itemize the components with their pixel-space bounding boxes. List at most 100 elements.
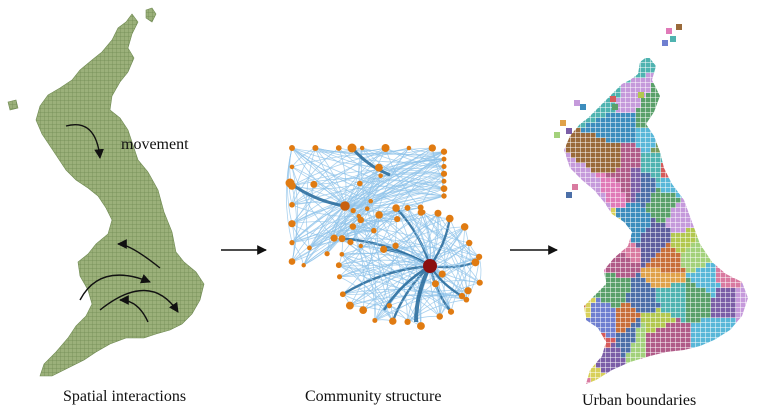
urban-cell (616, 253, 621, 258)
urban-cell (616, 378, 621, 383)
urban-cell (721, 78, 726, 83)
urban-cell (601, 318, 606, 323)
urban-cell (651, 373, 656, 378)
urban-cell (741, 238, 746, 243)
urban-cell (626, 358, 631, 363)
urban-cell (636, 203, 641, 208)
urban-cell (726, 253, 731, 258)
urban-cell (696, 363, 701, 368)
urban-cell (601, 223, 606, 228)
urban-cell (606, 98, 611, 103)
network-node (357, 217, 364, 224)
urban-cell (716, 58, 721, 63)
urban-cell (706, 368, 711, 373)
urban-cell (691, 293, 696, 298)
urban-cell (671, 263, 676, 268)
urban-cell (571, 388, 576, 393)
urban-cell (681, 193, 686, 198)
urban-cell (656, 283, 661, 288)
urban-cell (596, 373, 601, 378)
urban-cell (671, 103, 676, 108)
urban-cell (606, 348, 611, 353)
urban-cell (646, 308, 651, 313)
urban-cell (651, 158, 656, 163)
urban-cell (596, 238, 601, 243)
urban-cell (601, 198, 606, 203)
urban-cell (591, 383, 596, 388)
urban-cell (591, 303, 596, 308)
network-node (389, 317, 396, 324)
urban-cell (691, 83, 696, 88)
urban-cell (751, 198, 756, 203)
urban-cell (691, 153, 696, 158)
urban-cell (746, 213, 751, 218)
urban-cell (556, 88, 561, 93)
urban-cell (676, 183, 681, 188)
urban-cell (681, 178, 686, 183)
urban-cell (681, 348, 686, 353)
urban-cell (671, 143, 676, 148)
urban-cell (751, 193, 756, 198)
urban-cell (736, 378, 741, 383)
urban-cell (636, 218, 641, 223)
urban-cell (736, 138, 741, 143)
urban-cell (571, 168, 576, 173)
urban-cell (611, 143, 616, 148)
urban-cell (636, 268, 641, 273)
urban-cell (561, 208, 566, 213)
urban-cell (601, 123, 606, 128)
urban-cell (641, 293, 646, 298)
urban-cell (566, 258, 571, 263)
urban-cell (556, 378, 561, 383)
urban-cell (731, 188, 736, 193)
urban-cell (646, 283, 651, 288)
urban-cell (716, 98, 721, 103)
urban-cell (741, 318, 746, 323)
urban-cell (701, 233, 706, 238)
urban-cell (746, 268, 751, 273)
urban-cell (731, 303, 736, 308)
urban-cell (591, 103, 596, 108)
urban-cell (616, 273, 621, 278)
urban-cell (691, 338, 696, 343)
urban-cell (711, 168, 716, 173)
urban-cell (696, 103, 701, 108)
urban-cell (726, 118, 731, 123)
urban-cell (571, 298, 576, 303)
urban-cell (581, 163, 586, 168)
urban-cell (736, 333, 741, 338)
urban-cell (741, 153, 746, 158)
urban-cell (641, 163, 646, 168)
urban-cell (566, 58, 571, 63)
urban-cell (751, 308, 756, 313)
urban-cell (556, 173, 561, 178)
urban-cell (676, 258, 681, 263)
urban-cell (591, 208, 596, 213)
urban-cell (661, 358, 666, 363)
urban-cell (646, 303, 651, 308)
urban-cell (621, 348, 626, 353)
urban-cell (586, 298, 591, 303)
urban-cell (716, 73, 721, 78)
urban-cell (641, 268, 646, 273)
urban-cell (691, 198, 696, 203)
urban-cell (666, 93, 671, 98)
urban-cell (606, 68, 611, 73)
urban-cell (641, 243, 646, 248)
urban-cell (566, 228, 571, 233)
urban-cell (666, 173, 671, 178)
urban-cell (641, 383, 646, 388)
urban-cell (711, 138, 716, 143)
urban-cell (631, 253, 636, 258)
urban-cell (651, 173, 656, 178)
urban-cell (571, 253, 576, 258)
urban-cell (706, 103, 711, 108)
urban-cell (596, 68, 601, 73)
urban-cell (596, 268, 601, 273)
urban-cell (621, 268, 626, 273)
urban-cell (671, 163, 676, 168)
urban-cell (561, 218, 566, 223)
network-node (289, 145, 295, 151)
urban-cell (726, 268, 731, 273)
network-node (350, 223, 356, 229)
